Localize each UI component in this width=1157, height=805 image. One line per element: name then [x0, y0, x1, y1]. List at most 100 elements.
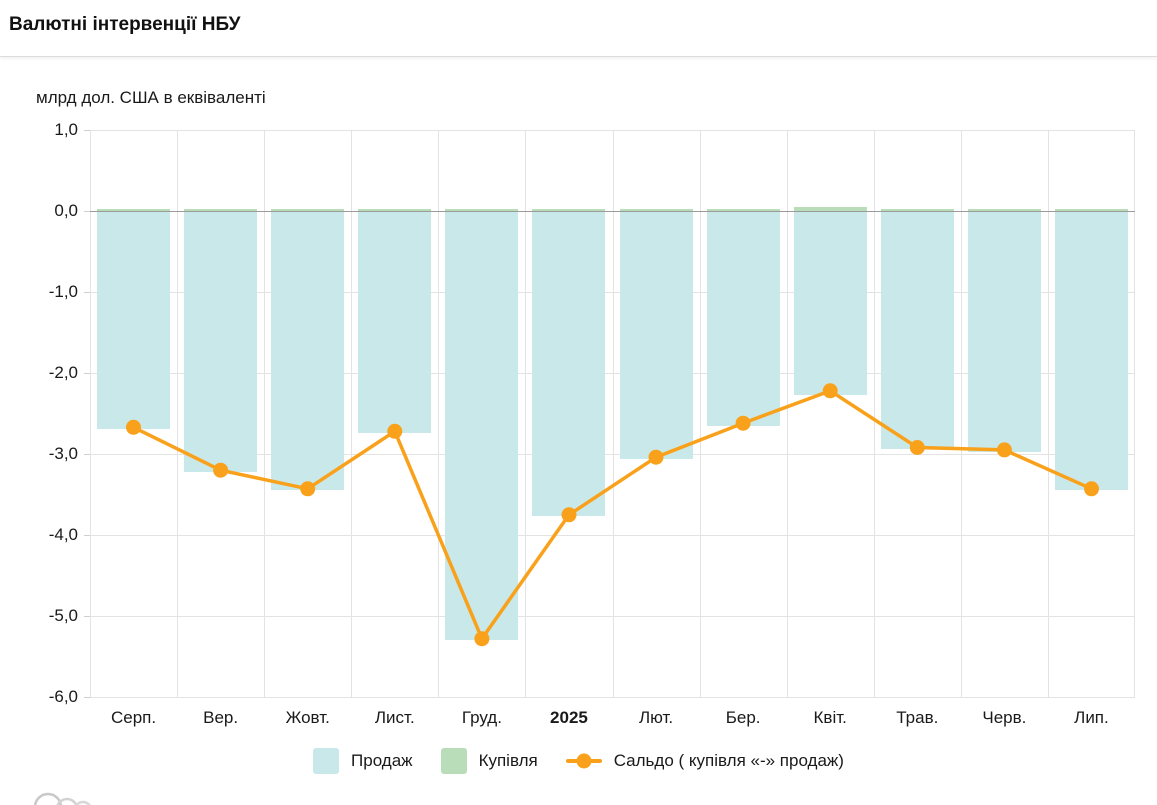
vertical-gridline — [90, 130, 91, 697]
bar-kupivlia[interactable] — [880, 209, 954, 211]
horizontal-gridline — [90, 697, 1135, 698]
chart-legend: Продаж Купівля Сальдо ( купівля «-» прод… — [0, 748, 1157, 774]
vertical-gridline — [787, 130, 788, 697]
bar-prodazh[interactable] — [619, 211, 693, 459]
x-axis-label: Серп. — [110, 708, 157, 727]
kupivlia-swatch-icon — [440, 748, 467, 774]
legend-label: Продаж — [351, 751, 413, 770]
legend-item-saldo[interactable]: Сальдо ( купівля «-» продаж) — [565, 751, 844, 771]
saldo-line — [132, 388, 1093, 643]
bar-kupivlia[interactable] — [358, 209, 432, 211]
x-axis-label: Черв. — [982, 708, 1027, 727]
x-axis-label: Квіт. — [813, 708, 847, 727]
saldo-point[interactable] — [387, 423, 403, 439]
vertical-gridline — [438, 130, 439, 697]
bar-prodazh[interactable] — [880, 211, 954, 450]
bar-kupivlia[interactable] — [271, 209, 345, 211]
chart-header: Валютні інтервенції НБУ — [0, 0, 1157, 57]
y-axis-label: -4,0 — [48, 525, 78, 544]
vertical-gridline — [177, 130, 178, 697]
x-axis-label: Груд. — [461, 708, 502, 727]
y-axis-units-label: млрд дол. США в еквіваленті — [36, 88, 266, 107]
saldo-point[interactable] — [213, 462, 229, 478]
saldo-point[interactable] — [909, 440, 925, 455]
x-axis-label: Трав. — [896, 708, 939, 727]
x-axis-label: Вер. — [203, 708, 239, 727]
horizontal-gridline — [90, 616, 1135, 617]
bar-kupivlia[interactable] — [184, 209, 258, 211]
y-axis-label: -3,0 — [48, 444, 78, 463]
saldo-point[interactable] — [300, 481, 316, 497]
y-axis-label: -6,0 — [48, 687, 78, 706]
x-axis: Серп. Вер. Жовт. Лист. Груд. 2025 Лют. Бер. Квіт… — [90, 708, 1135, 734]
bar-prodazh[interactable] — [532, 211, 606, 517]
saldo-point[interactable] — [996, 442, 1012, 458]
y-axis: 1,0 0,0 -1,0 -2,0 -3,0 -4,0 -5,0 -6,0 — [0, 120, 90, 706]
bar-kupivlia[interactable] — [1054, 209, 1128, 211]
legend-label: Сальдо ( купівля «-» продаж) — [613, 751, 844, 770]
bar-prodazh[interactable] — [271, 211, 345, 491]
horizontal-gridline — [90, 535, 1135, 536]
bar-kupivlia[interactable] — [967, 209, 1041, 211]
y-axis-tick — [84, 616, 90, 617]
vertical-gridline — [874, 130, 875, 697]
saldo-point[interactable] — [648, 449, 664, 465]
vertical-gridline — [525, 130, 526, 697]
watermark-logo-icon — [33, 792, 91, 805]
bar-kupivlia[interactable] — [793, 206, 867, 211]
y-axis-label: -1,0 — [48, 282, 78, 301]
bar-kupivlia[interactable] — [532, 209, 606, 211]
vertical-gridline — [700, 130, 701, 697]
saldo-line-layer — [126, 383, 1099, 647]
y-axis-label: -5,0 — [48, 606, 78, 625]
saldo-line-dot-icon — [565, 753, 602, 769]
horizontal-gridline — [90, 373, 1135, 374]
vertical-gridline — [961, 130, 962, 697]
bar-prodazh[interactable] — [967, 211, 1041, 452]
bar-kupivlia[interactable] — [706, 208, 780, 211]
horizontal-gridline — [90, 130, 1135, 131]
x-axis-label: Лип. — [1074, 708, 1109, 727]
saldo-point[interactable] — [1084, 481, 1099, 497]
y-axis-tick — [84, 130, 90, 131]
bar-prodazh[interactable] — [358, 211, 432, 433]
y-axis-label: 1,0 — [54, 120, 78, 139]
y-axis-tick — [84, 535, 90, 536]
saldo-point[interactable] — [735, 415, 751, 431]
bar-kupivlia[interactable] — [97, 209, 171, 211]
legend-item-kupivlia[interactable]: Купівля — [440, 748, 538, 774]
legend-label: Купівля — [478, 751, 538, 770]
saldo-point[interactable] — [126, 419, 141, 435]
bar-prodazh[interactable] — [793, 211, 867, 395]
bar-prodazh[interactable] — [706, 211, 780, 426]
vertical-gridline — [1048, 130, 1049, 697]
saldo-point[interactable] — [561, 507, 577, 523]
y-axis-tick — [84, 373, 90, 374]
x-axis-label: Бер. — [725, 708, 761, 727]
bar-prodazh[interactable] — [1054, 211, 1128, 491]
prodazh-swatch-icon — [313, 748, 340, 774]
y-axis-tick — [84, 292, 90, 293]
legend-item-prodazh[interactable]: Продаж — [313, 748, 413, 774]
plot-area — [90, 130, 1135, 698]
bar-prodazh[interactable] — [445, 211, 519, 641]
vertical-gridline — [351, 130, 352, 697]
vertical-gridline — [264, 130, 265, 697]
y-axis-label: 0,0 — [54, 201, 78, 220]
bar-kupivlia[interactable] — [619, 209, 693, 211]
saldo-point[interactable] — [822, 383, 838, 399]
bar-prodazh[interactable] — [97, 211, 171, 429]
zero-line — [90, 211, 1135, 212]
y-axis-tick — [84, 697, 90, 698]
bar-kupivlia[interactable] — [445, 209, 519, 211]
horizontal-gridline — [90, 292, 1135, 293]
y-axis-tick — [84, 454, 90, 455]
page-title: Валютні інтервенції НБУ — [9, 14, 241, 35]
x-axis-label: Лист. — [374, 708, 415, 727]
x-axis-label: Жовт. — [285, 708, 330, 727]
saldo-point[interactable] — [474, 631, 490, 647]
vertical-gridline — [1134, 130, 1135, 697]
bar-prodazh[interactable] — [184, 211, 258, 472]
